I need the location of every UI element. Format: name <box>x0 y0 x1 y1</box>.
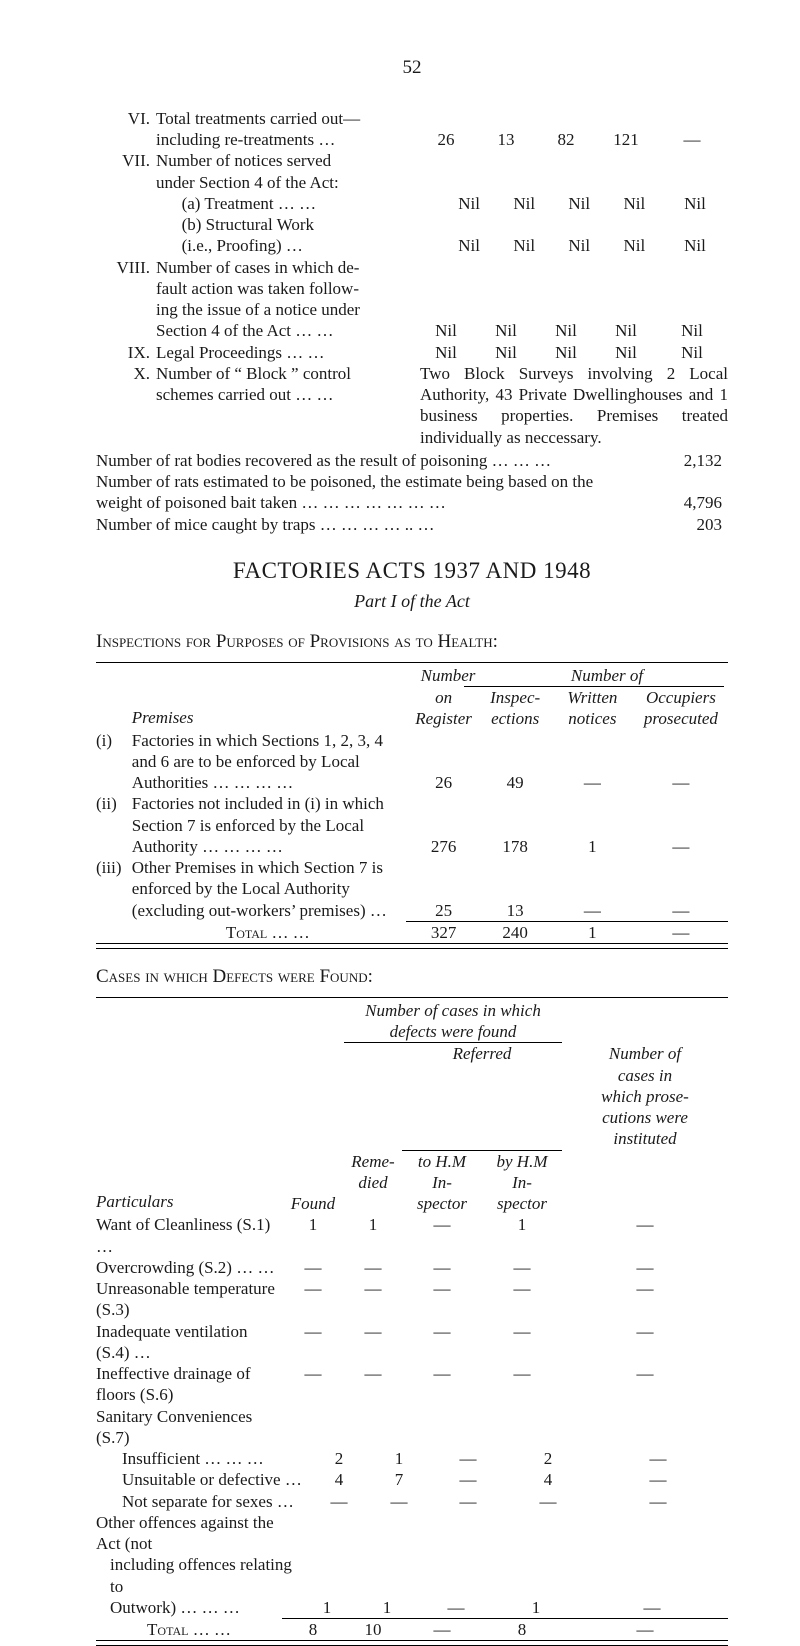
t2-h-ncw: Number of cases in which defects were fo… <box>344 1000 562 1043</box>
t2-row: Outwork) … … …11—1— <box>96 1597 728 1618</box>
t2-row: Inadequate ventilation (S.4) …————— <box>96 1321 728 1364</box>
t2-header-top: Number of cases in which defects were fo… <box>96 1000 728 1043</box>
t2-h-byhm: by H.M In- spector <box>482 1151 562 1215</box>
top-row: (b) Structural Work <box>96 214 728 235</box>
t2-total-4: — <box>562 1619 728 1640</box>
t2-total-2: — <box>402 1619 482 1640</box>
top-row: under Section 4 of the Act: <box>96 172 728 193</box>
page-number: 52 <box>96 56 728 80</box>
top-row: IX.Legal Proceedings … …NilNilNilNilNil <box>96 342 728 363</box>
summary-lines: Number of rat bodies recovered as the re… <box>96 450 728 535</box>
section-subtitle: Part I of the Act <box>96 590 728 613</box>
t2-h-found: Found <box>282 1193 344 1214</box>
t2-row: Unsuitable or defective …47—4— <box>96 1469 728 1490</box>
t1-header: Number Number of <box>96 665 728 686</box>
top-row: VIII.Number of cases in which de- <box>96 257 728 278</box>
t2-row: including offences relating to <box>96 1554 728 1597</box>
t2-row: Unreasonable temperature (S.3)————— <box>96 1278 728 1321</box>
item-x: X. Number of “ Block ” control schemes c… <box>96 363 728 448</box>
t2-row: Not separate for sexes …————— <box>96 1491 728 1512</box>
t2-h-numcases: Number of cases in which prose- cutions … <box>562 1043 728 1149</box>
section-heading: FACTORIES ACTS 1937 AND 1948 <box>96 557 728 586</box>
item-x-note: Two Block Surveys involving 2 Local Auth… <box>416 363 728 448</box>
t1-row: (ii)Factories not included in (i) in whi… <box>96 793 728 857</box>
t1-h-premises: Premises <box>132 689 408 728</box>
t1-h-written: Written notices <box>551 687 634 730</box>
t1-row: (iii)Other Premises in which Section 7 i… <box>96 857 728 921</box>
t1-h-numberof: Number of <box>486 665 728 686</box>
t2-row: Sanitary Conveniences (S.7) <box>96 1406 728 1449</box>
top-row: fault action was taken follow- <box>96 278 728 299</box>
t2-row: Overcrowding (S.2) … …————— <box>96 1257 728 1278</box>
t2-row: Insufficient … … …21—2— <box>96 1448 728 1469</box>
item-x-num: X. <box>96 363 156 384</box>
t2-row: Want of Cleanliness (S.1) …11—1— <box>96 1214 728 1257</box>
t2-row: Ineffective drainage of floors (S.6)————… <box>96 1363 728 1406</box>
top-row: ing the issue of a notice under <box>96 299 728 320</box>
t2-header-cols: Particulars Found Reme- died to H.M In- … <box>96 1151 728 1215</box>
top-row: VII.Number of notices served <box>96 150 728 171</box>
top-row: (i.e., Proofing) …NilNilNilNilNil <box>96 235 728 256</box>
top-items: VI.Total treatments carried out—includin… <box>96 108 728 363</box>
t1-total-1: 240 <box>479 922 551 943</box>
t2-total-label: Total … … <box>147 1620 231 1639</box>
t1-h-insp: Inspec- ections <box>479 687 551 730</box>
t1-h-onreg: on Register <box>408 687 480 730</box>
t1-total-0: 327 <box>408 922 480 943</box>
t2-h-referred: Referred <box>402 1043 562 1149</box>
t2-header-ref: Referred Number of cases in which prose-… <box>96 1043 728 1149</box>
item-x-label: Number of “ Block ” control schemes carr… <box>156 363 416 406</box>
t1-body: (i)Factories in which Sections 1, 2, 3, … <box>96 730 728 921</box>
t2-h-tohm: to H.M In- spector <box>402 1151 482 1215</box>
t1-h-number: Number <box>410 665 486 686</box>
summary-line: weight of poisoned bait taken … … … … … … <box>96 492 728 513</box>
t2-total-3: 8 <box>482 1619 562 1640</box>
t2-total-1: 10 <box>344 1619 402 1640</box>
t1-total-3: — <box>634 922 728 943</box>
t2-total: Total … … 8 10 — 8 — <box>96 1619 728 1640</box>
t1-total: Total … … 327 240 1 — <box>96 922 728 943</box>
top-row: (a) Treatment … …NilNilNilNilNil <box>96 193 728 214</box>
t1-row: (i)Factories in which Sections 1, 2, 3, … <box>96 730 728 794</box>
summary-line: Number of mice caught by traps … … … … .… <box>96 514 728 535</box>
top-row: VI.Total treatments carried out— <box>96 108 728 129</box>
summary-line: Number of rats estimated to be poisoned,… <box>96 471 728 492</box>
t2-title: Cases in which Defects were Found: <box>96 965 728 989</box>
t1-total-2: 1 <box>551 922 634 943</box>
top-row: Section 4 of the Act … …NilNilNilNilNil <box>96 320 728 341</box>
t1-total-label: Total … … <box>226 923 310 942</box>
t1-title: Inspections for Purposes of Provisions a… <box>96 630 728 654</box>
t2-body: Want of Cleanliness (S.1) …11—1—Overcrow… <box>96 1214 728 1618</box>
t2-total-0: 8 <box>282 1619 344 1640</box>
t1-header2: Premises on Register Inspec- ections Wri… <box>96 687 728 730</box>
t1-h-occ: Occupiers prosecuted <box>634 687 728 730</box>
summary-line: Number of rat bodies recovered as the re… <box>96 450 728 471</box>
t2-h-reme: Reme- died <box>344 1151 402 1215</box>
t2-row: Other offences against the Act (not <box>96 1512 728 1555</box>
top-row: including re-treatments …261382121— <box>96 129 728 150</box>
t2-h-part: Particulars <box>96 1191 282 1214</box>
